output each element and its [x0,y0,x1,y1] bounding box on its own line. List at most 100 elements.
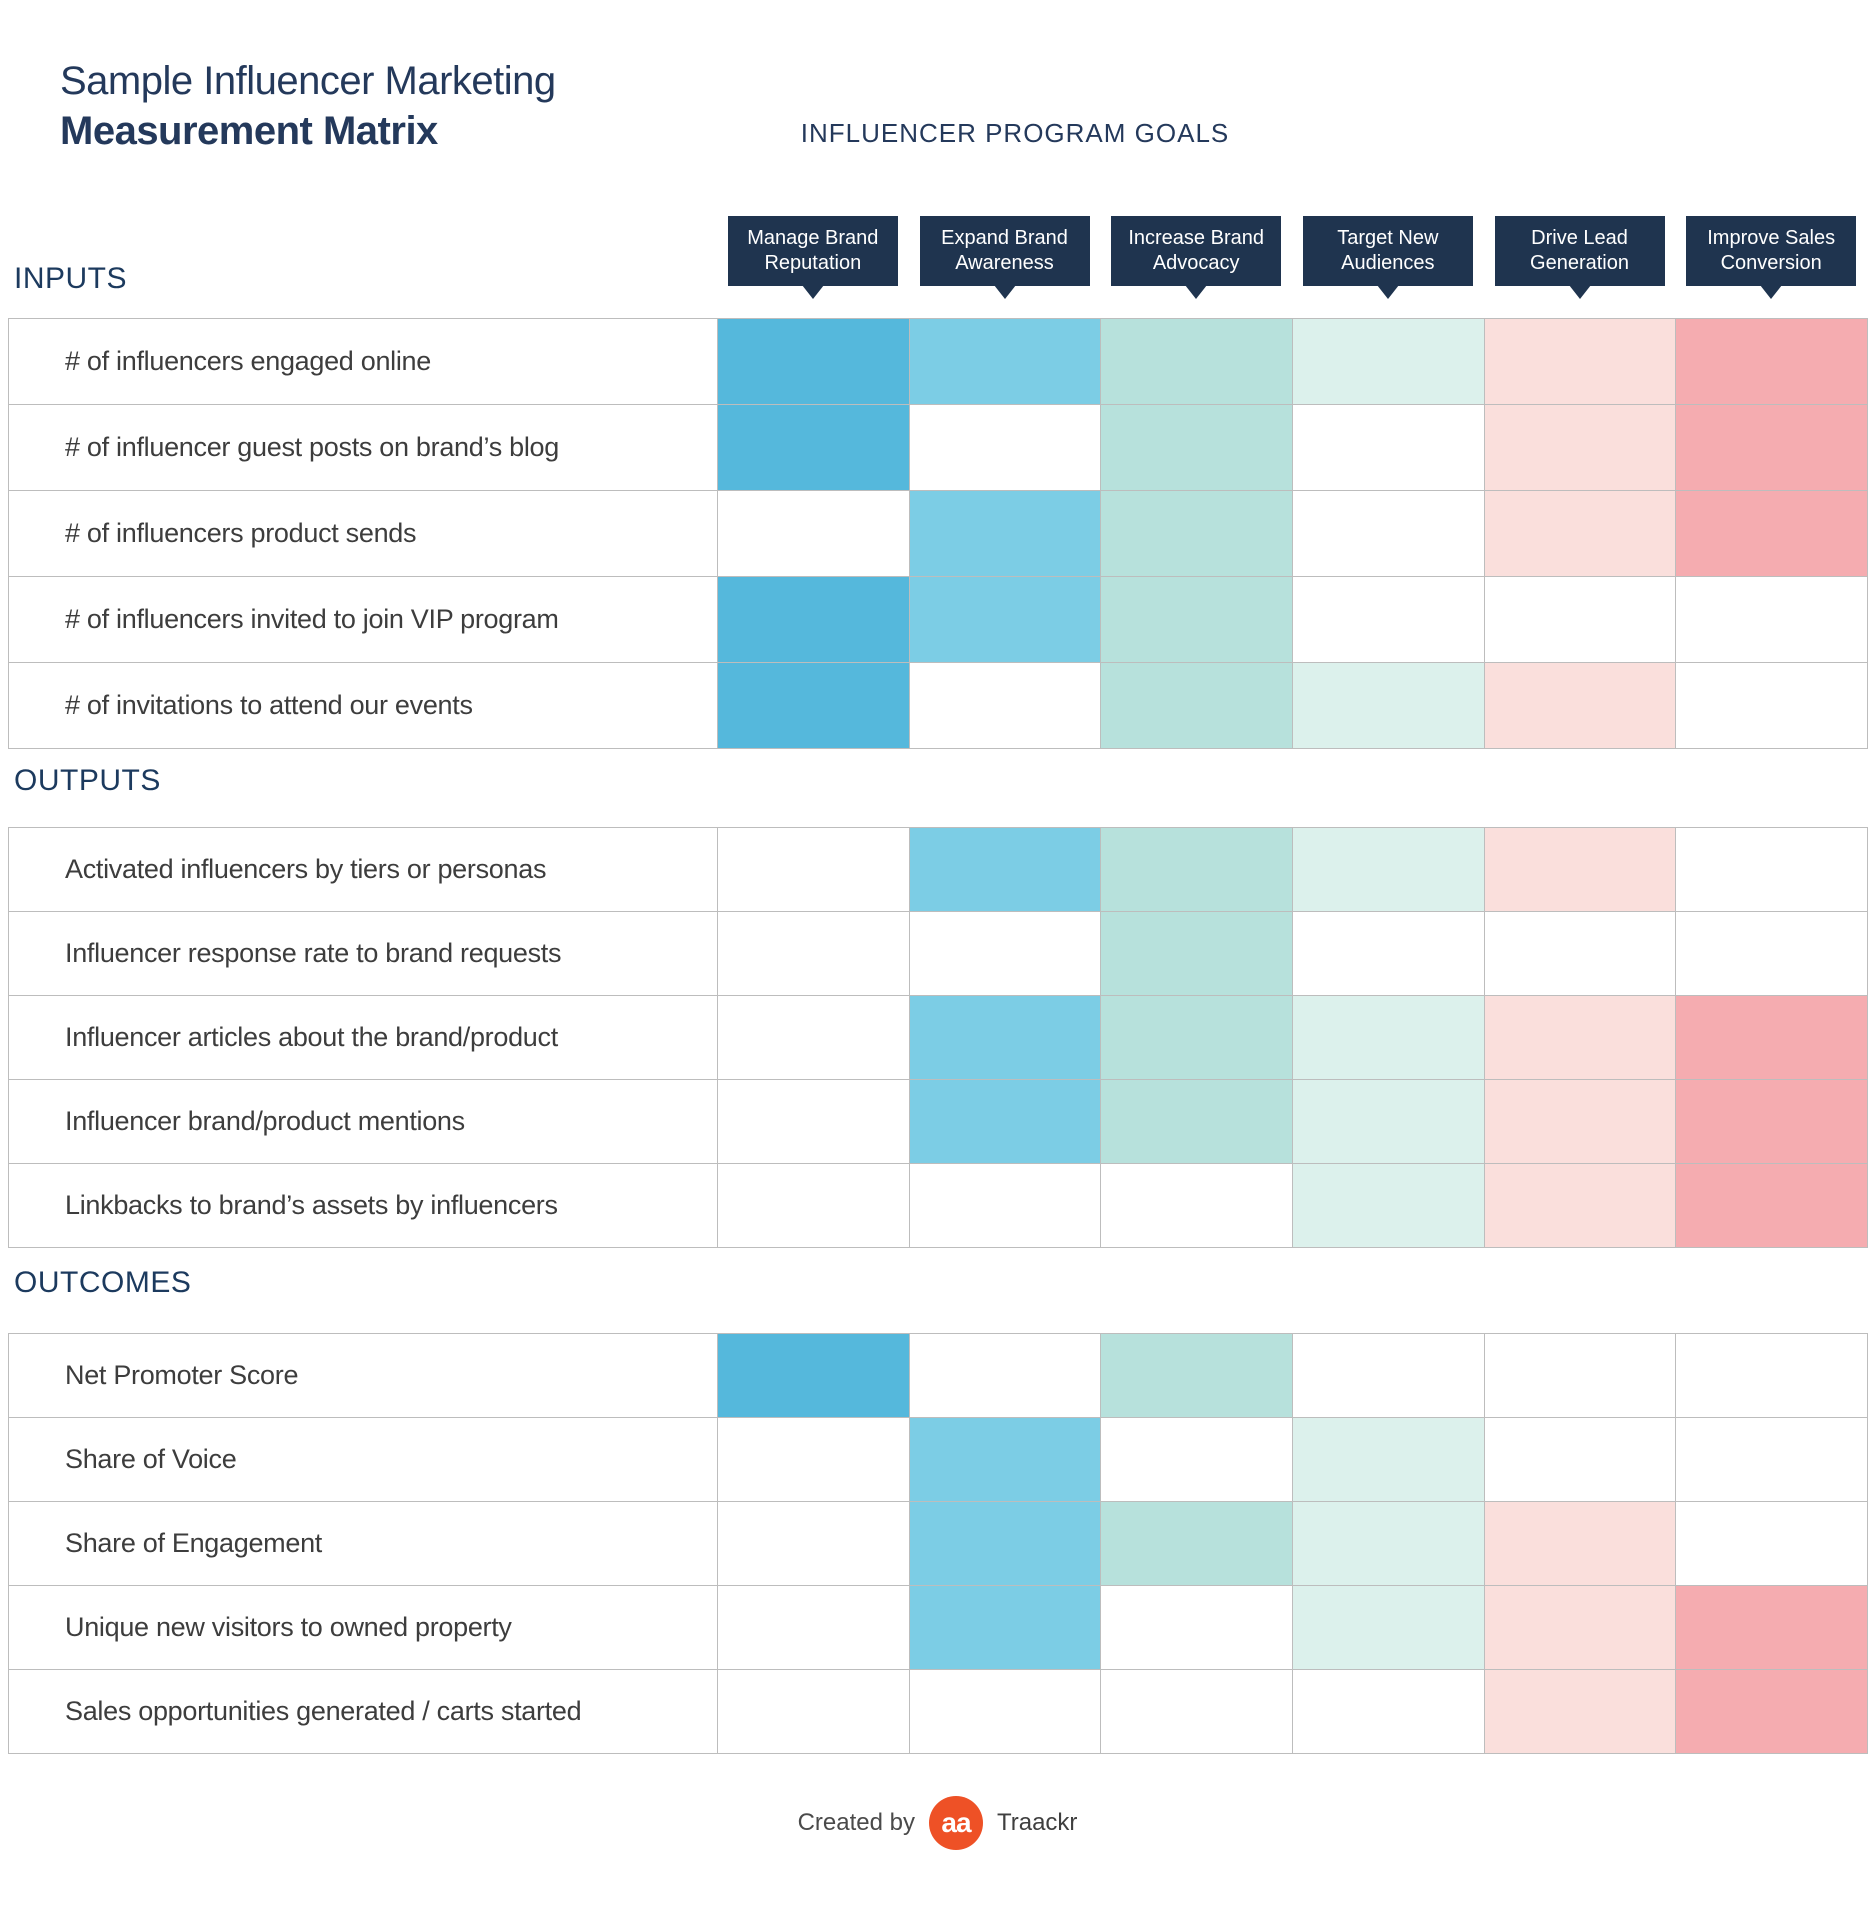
matrix-cell [718,996,910,1080]
matrix-cell [1484,405,1677,491]
matrix-cell [1293,405,1485,491]
matrix-cell [1101,1080,1293,1164]
matrix-cell [909,405,1102,491]
matrix-cell [1676,828,1868,912]
matrix-cell [909,663,1102,749]
section-label-inputs: INPUTS [14,262,128,295]
matrix-cell [1101,319,1293,405]
matrix-outputs: Activated influencers by tiers or person… [8,827,1868,1248]
matrix-cell [1484,1334,1677,1418]
matrix-cell [718,1418,910,1502]
row-label: Unique new visitors to owned property [9,1586,718,1670]
matrix-cell [718,1334,910,1418]
row-label: Activated influencers by tiers or person… [9,828,718,912]
row-label: Net Promoter Score [9,1334,718,1418]
matrix-cell [1484,1670,1677,1754]
matrix-cell [1101,663,1293,749]
row-label: Share of Voice [9,1418,718,1502]
goal-header-4: Target New Audiences [1302,216,1473,299]
pointer-down-icon [993,285,1016,299]
matrix-cell [909,1418,1102,1502]
matrix-cell [1101,1418,1293,1502]
matrix-cell [1676,1418,1868,1502]
pointer-down-icon [801,285,824,299]
footer: Created by aa Traackr [0,1796,1875,1850]
matrix-cell [1101,996,1293,1080]
matrix-cell [718,577,910,663]
matrix-cell [1676,1164,1868,1248]
matrix-cell [1101,1586,1293,1670]
matrix-cell [1484,996,1677,1080]
goal-header-3: Increase Brand Advocacy [1111,216,1282,299]
matrix-cell [1484,828,1677,912]
pointer-down-icon [1760,285,1783,299]
matrix-cell [909,1334,1102,1418]
matrix-outcomes: Net Promoter Score Share of Voice Share of… [8,1333,1868,1754]
matrix-cell [718,1586,910,1670]
matrix-cell [718,1164,910,1248]
matrix-cell [718,1080,910,1164]
matrix-cell [1293,1080,1485,1164]
matrix-cell [1484,1164,1677,1248]
matrix-cell [1101,1164,1293,1248]
matrix-cell [718,319,910,405]
row-label: Influencer response rate to brand reques… [9,912,718,996]
matrix-cell [1676,405,1868,491]
matrix-cell [1293,912,1485,996]
matrix-cell [1676,1334,1868,1418]
row-label: # of influencers product sends [9,491,718,577]
matrix-cell [1676,1502,1868,1586]
matrix-cell [718,1670,910,1754]
matrix-cell [909,577,1102,663]
matrix-inputs: # of influencers engaged online # of infl… [8,318,1868,749]
matrix-cell [1293,1502,1485,1586]
matrix-cell [1101,912,1293,996]
matrix-cell [1676,491,1868,577]
matrix-cell [1484,1080,1677,1164]
row-label: Linkbacks to brand’s assets by influence… [9,1164,718,1248]
matrix-cell [1293,577,1485,663]
row-label: # of invitations to attend our events [9,663,718,749]
matrix-cell [1293,828,1485,912]
matrix-cell [1293,1164,1485,1248]
matrix-cell [718,912,910,996]
matrix-cell [1676,912,1868,996]
page-title: Sample Influencer Marketing Measurement … [60,56,556,156]
matrix-cell [1676,663,1868,749]
matrix-cell [718,491,910,577]
matrix-cell [1293,996,1485,1080]
pointer-down-icon [1185,285,1208,299]
matrix-cell [1101,405,1293,491]
footer-created-by: Created by [797,1809,915,1836]
row-label: # of influencers engaged online [9,319,718,405]
matrix-cell [909,1502,1102,1586]
matrix-cell [1676,996,1868,1080]
matrix-cell [1676,1586,1868,1670]
matrix-cell [1293,663,1485,749]
matrix-cell [1293,1418,1485,1502]
row-label: Share of Engagement [9,1502,718,1586]
section-label-outcomes: OUTCOMES [14,1266,192,1299]
matrix-cell [909,1080,1102,1164]
footer-brand: Traackr [996,1809,1078,1836]
row-label: Influencer brand/product mentions [9,1080,718,1164]
matrix-cell [1293,1586,1485,1670]
matrix-cell [718,1502,910,1586]
matrix-cell [909,912,1102,996]
row-label: # of influencer guest posts on brand’s b… [9,405,718,491]
matrix-cell [1484,1418,1677,1502]
matrix-cell [1676,319,1868,405]
matrix-cell [718,828,910,912]
goals-heading: INFLUENCER PROGRAM GOALS [800,118,1230,148]
matrix-cell [1101,577,1293,663]
goal-header-1: Manage Brand Reputation [727,216,898,299]
pointer-down-icon [1376,285,1399,299]
matrix-cell [909,1586,1102,1670]
matrix-cell [1484,663,1677,749]
matrix-cell [909,319,1102,405]
matrix-cell [1484,1502,1677,1586]
matrix-cell [1484,1586,1677,1670]
matrix-cell [1676,577,1868,663]
page-title-line2: Measurement Matrix [60,109,438,153]
